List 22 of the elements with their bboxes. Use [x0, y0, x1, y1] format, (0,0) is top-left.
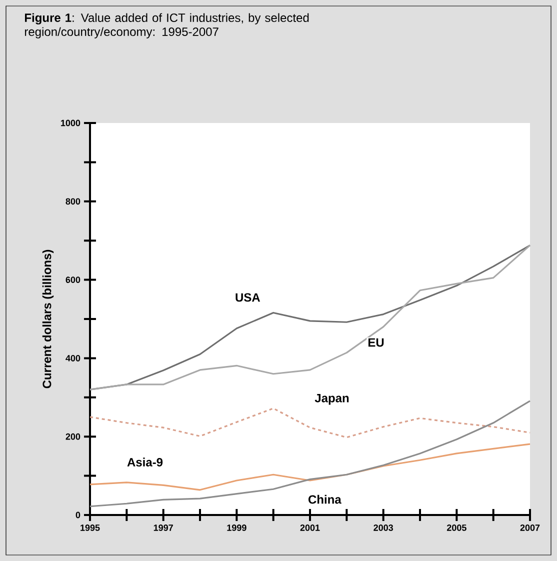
y-tick-label: 0: [76, 512, 80, 518]
y-tick-label: 400: [66, 355, 80, 362]
series-label: EU: [368, 338, 384, 347]
series-label: USA: [236, 293, 260, 302]
line-series: [89, 244, 531, 390]
x-tick-label: 2003: [374, 524, 394, 531]
y-tick-label: 200: [66, 433, 80, 440]
x-tick-label: 2001: [300, 524, 320, 531]
x-tick-label: 2005: [446, 524, 466, 531]
chart-title: Figure 1: Value added of ICT industries, by selected region/country/economy: 1995-2007: [25, 13, 309, 38]
x-tick-label: 1999: [227, 524, 246, 531]
x-tick-label: 1997: [154, 524, 173, 531]
x-tick-label: 1995: [80, 524, 100, 531]
series-label: China: [308, 494, 342, 504]
series-label: Asia-9: [127, 458, 163, 466]
x-tick-label: 2007: [520, 524, 540, 531]
y-tick-label: 600: [66, 276, 80, 283]
y-tick-label: 1000: [61, 120, 80, 126]
y-axis-title: Current dollars (billions): [42, 250, 54, 388]
line-series: [89, 408, 531, 438]
y-tick-label: 800: [66, 198, 80, 205]
series-label: Japan: [314, 394, 349, 405]
